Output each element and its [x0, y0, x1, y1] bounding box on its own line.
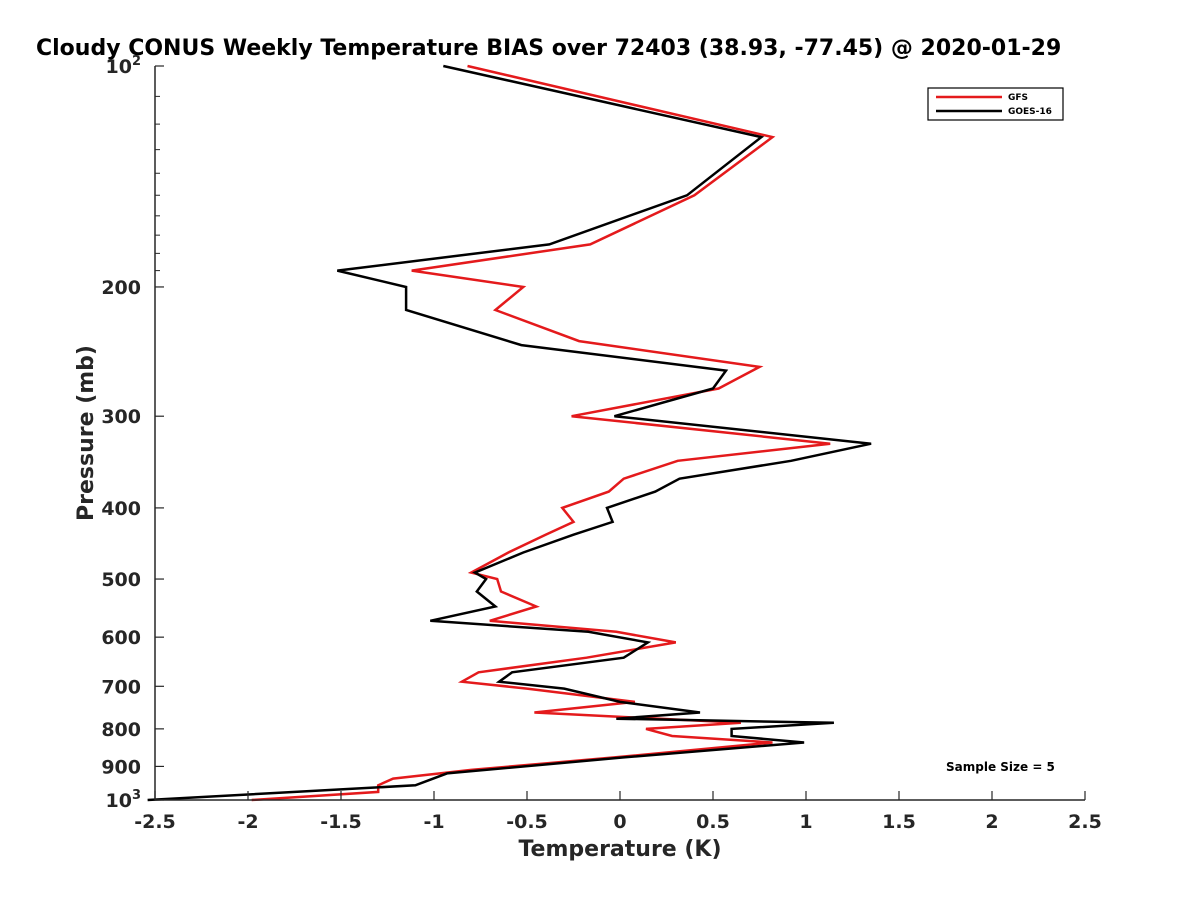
- y-tick-label: 200: [101, 277, 141, 299]
- plot-area: [147, 64, 872, 802]
- y-tick-label: 400: [101, 498, 141, 520]
- x-tick-label: 2.5: [1068, 811, 1102, 833]
- axes: [154, 66, 1085, 801]
- legend-box: [927, 87, 1064, 121]
- legend-label-goes-16: GOES-16: [1008, 107, 1052, 117]
- x-tick-label: -1.5: [320, 811, 362, 833]
- y-tick-label: 800: [101, 719, 141, 741]
- x-axis-label: Temperature (K): [518, 837, 721, 862]
- legend: GFS GOES-16: [927, 87, 1064, 121]
- x-tick-label: -0.5: [506, 811, 548, 833]
- y-end-tick-label: 103: [106, 788, 142, 812]
- x-tick-label: 1.5: [882, 811, 916, 833]
- ticks: -2.5 -2 -1.5 -1 -0.5 0 0.5 1 1.5 2 2.5 200 300 400 500…: [101, 54, 1102, 833]
- x-tick-label: -2: [237, 811, 258, 833]
- y-tick-label: 700: [101, 676, 141, 698]
- y-tick-label: 600: [101, 627, 141, 649]
- y-end-tick-label: 102: [106, 54, 142, 78]
- series-line-gfs: [251, 64, 831, 802]
- legend-label-gfs: GFS: [1008, 93, 1028, 103]
- series-line-goes-16: [147, 64, 872, 802]
- chart-title: Cloudy CONUS Weekly Temperature BIAS ove…: [36, 36, 1061, 61]
- x-tick-label: 0.5: [696, 811, 730, 833]
- x-tick-label: -1: [423, 811, 444, 833]
- x-tick-label: 1: [799, 811, 812, 833]
- x-tick-label: 2: [985, 811, 998, 833]
- sample-size-annotation: Sample Size = 5: [946, 760, 1055, 774]
- y-tick-label: 500: [101, 569, 141, 591]
- x-tick-label: -2.5: [134, 811, 176, 833]
- y-axis-label: Pressure (mb): [74, 345, 99, 521]
- x-tick-label: 0: [613, 811, 626, 833]
- y-tick-label: 300: [101, 406, 141, 428]
- y-tick-label: 900: [101, 756, 141, 778]
